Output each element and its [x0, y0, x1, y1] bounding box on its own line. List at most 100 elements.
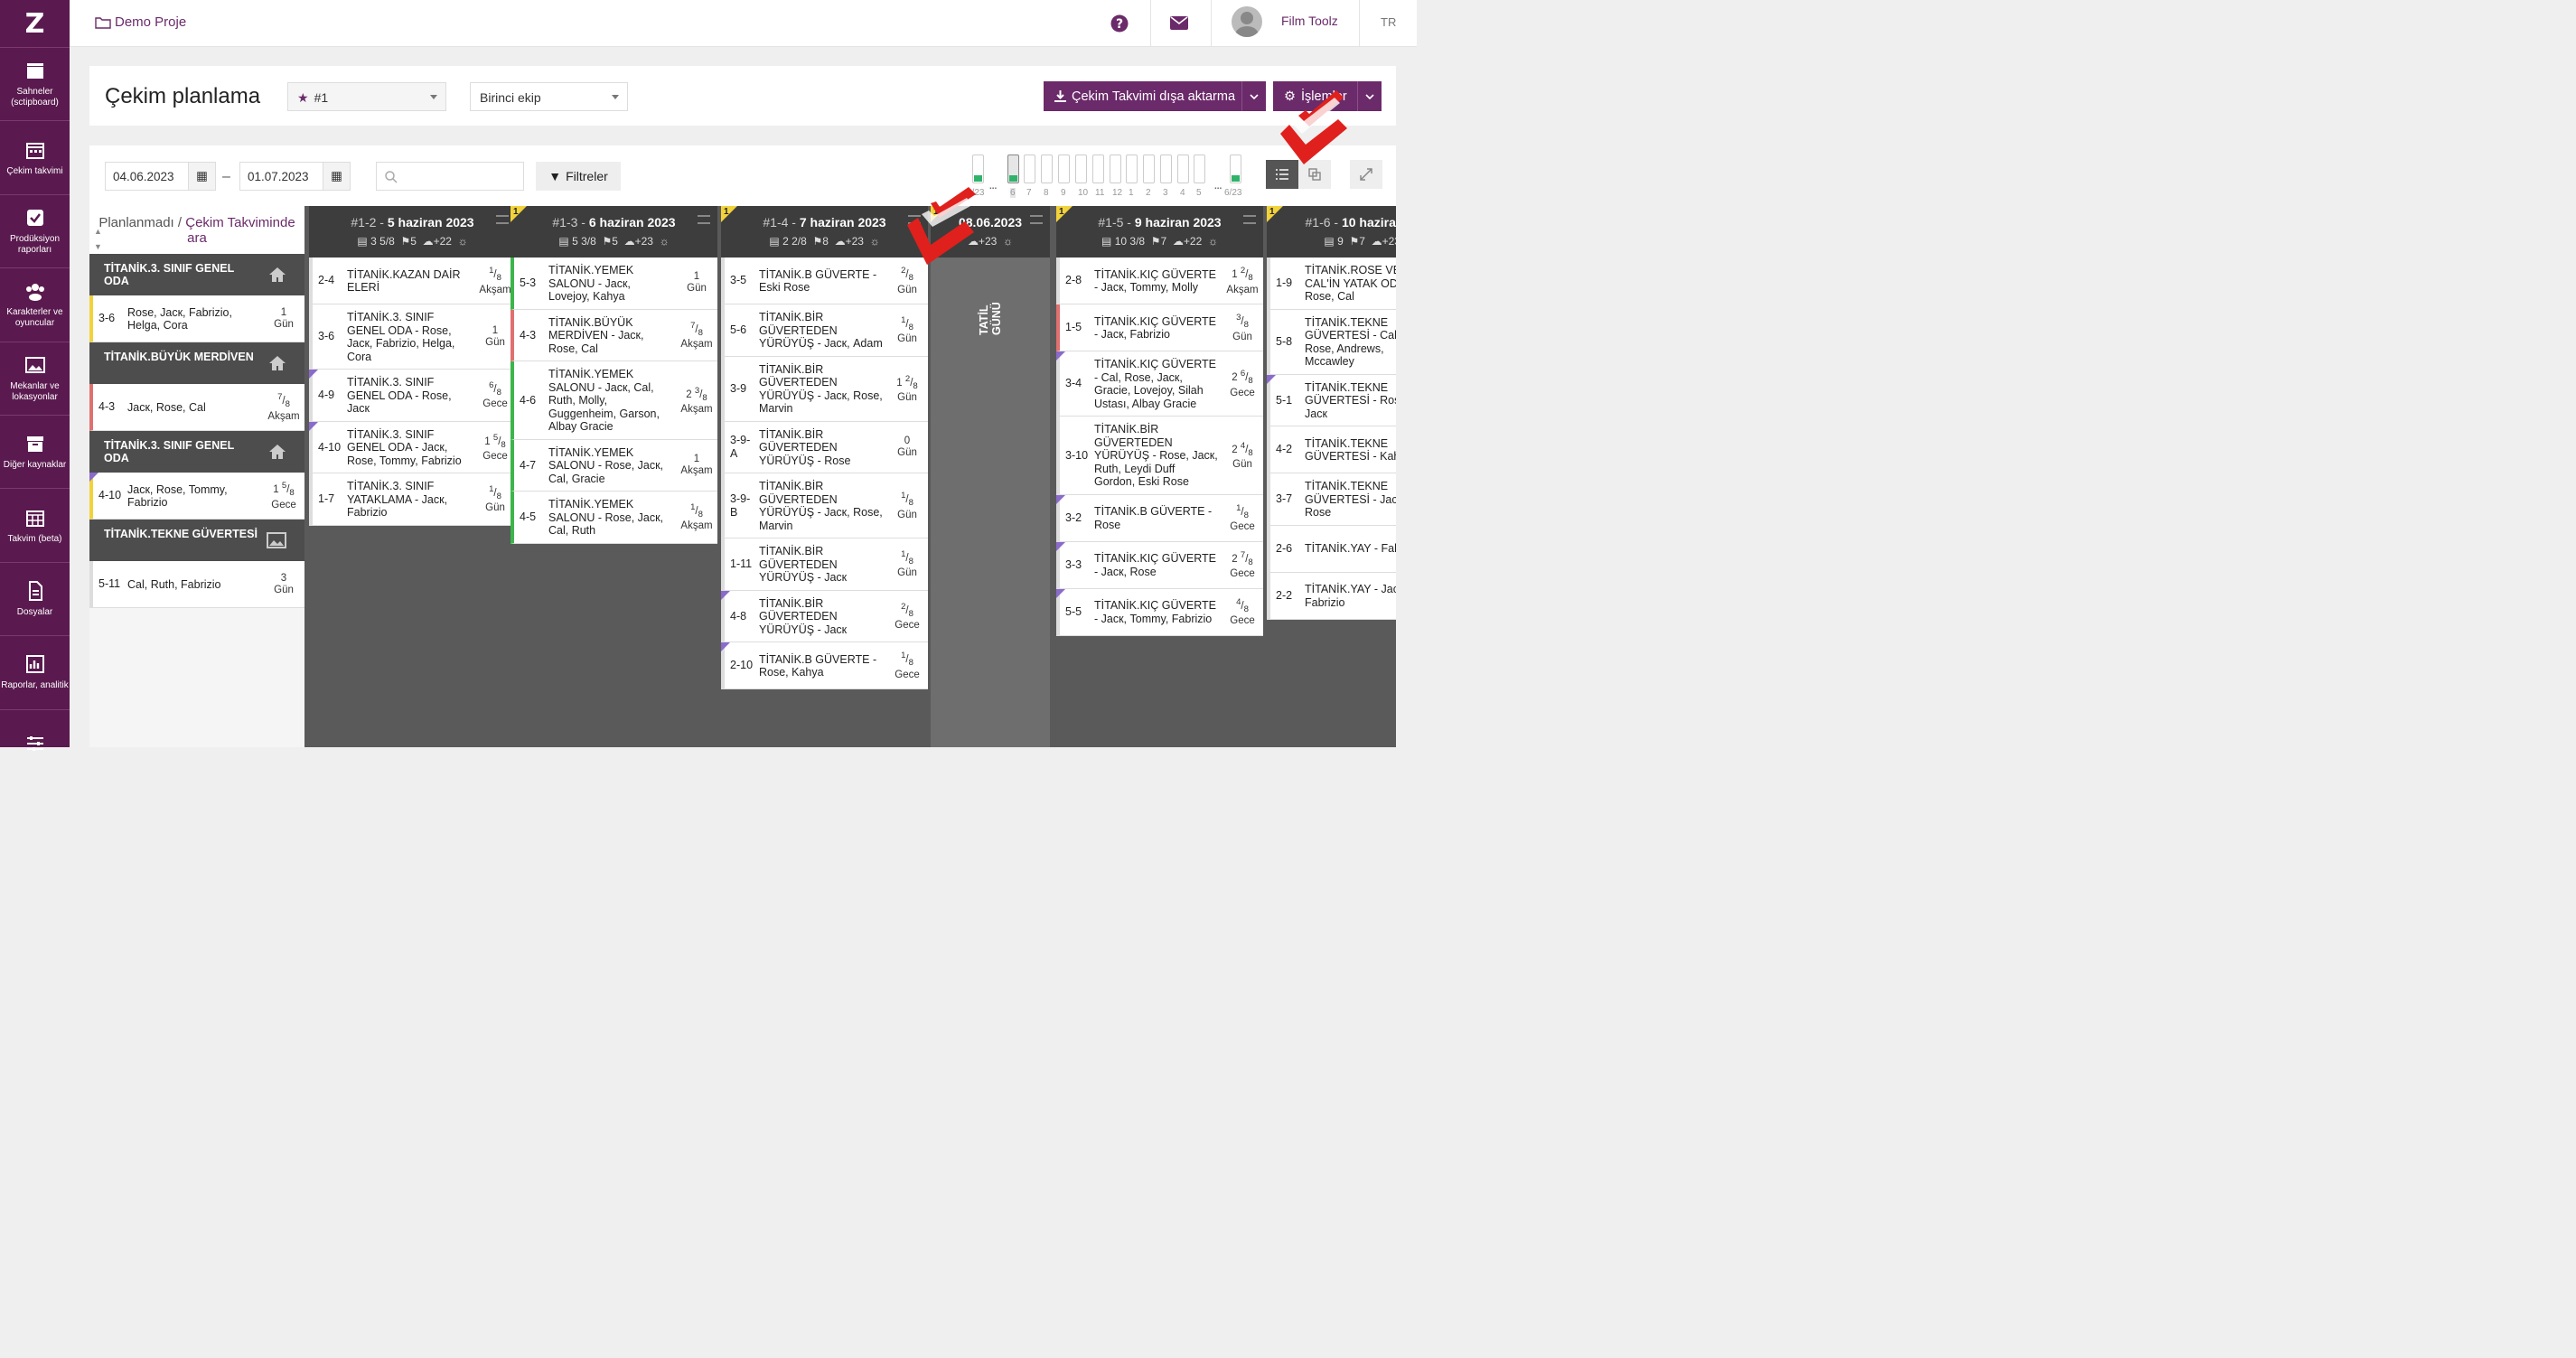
calendar-icon[interactable]: ▦	[323, 163, 350, 190]
scene-card[interactable]: 4-6 TİTANİK.YEMEK SALONU - Jacк, Cal, Rut…	[511, 361, 717, 440]
actions-dropdown[interactable]	[1357, 81, 1382, 111]
sidebar-item[interactable]: Sahneler (sctipboard)	[0, 47, 70, 120]
mini-day-bar[interactable]	[1143, 155, 1155, 183]
scene-card[interactable]: 1-7 TİTANİK.3. SINIF YATAKLAMA - Jacк, Fa…	[309, 473, 516, 526]
sidebar-item[interactable]: Mekanlar ve lokasyonlar	[0, 341, 70, 415]
fullscreen-button[interactable]	[1350, 160, 1382, 189]
scene-card[interactable]: 5-11 Cal, Ruth, Fabrizio 3 Gün	[89, 561, 304, 608]
scene-card[interactable]: 3-3 TİTANİK.KIÇ GÜVERTE - Jacк, Rose 2 7/8…	[1056, 541, 1263, 589]
scene-card[interactable]: 4-10 TİTANİK.3. SINIF GENEL ODA - Jacк, R…	[309, 421, 516, 473]
scene-card[interactable]: 4-8 TİTANİK.BİR GÜVERTEDEN YÜRÜYÜŞ - Jacк…	[721, 590, 928, 642]
scene-card[interactable]: 4-3 Jacк, Rose, Cal 7/8 Akşam	[89, 384, 304, 431]
scene-card[interactable]: 4-2 TİTANİK.TEKNE GÜVERTESİ - Kahya	[1267, 426, 1396, 473]
scene-card[interactable]: 2-6 TİTANİK.YAY - Fabrizio	[1267, 525, 1396, 573]
mail-icon[interactable]	[1170, 16, 1188, 30]
scene-card[interactable]: 3-9-A TİTANİK.BİR GÜVERTEDEN YÜRÜYÜŞ - Ro…	[721, 421, 928, 473]
filters-button[interactable]: ▼ Filtreler	[536, 162, 621, 191]
day-header[interactable]: 1#1-6 - 10 haziran 2023▤ 9 ⚑7 ☁+23 ☼	[1267, 206, 1396, 258]
scene-card[interactable]: 3-6 TİTANİK.3. SINIF GENEL ODA - Rose, Ja…	[309, 304, 516, 370]
scene-card[interactable]: 2-4 TİTANİK.KAZAN DAİR ELERİ 1/8 Akşam	[309, 258, 516, 304]
location-group-header[interactable]: TİTANİK.3. SINIF GENEL ODA	[89, 431, 304, 473]
crew-select[interactable]: Birinci ekip	[470, 82, 628, 111]
day-settings-icon[interactable]	[496, 215, 509, 224]
scene-card[interactable]: 3-5 TİTANİK.B GÜVERTE - Eski Rose 2/8 Gün	[721, 258, 928, 304]
sidebar-item[interactable]: Raporlar, analitik	[0, 635, 70, 708]
day-header[interactable]: 1 #1-3 - 6 haziran 2023 ▤ 5 3/8 ⚑5 ☁+23 ☼	[511, 206, 717, 258]
mini-day-bar[interactable]	[1058, 155, 1070, 183]
sidebar-item[interactable]: Dosyalar	[0, 561, 70, 635]
scene-card[interactable]: 5-3 TİTANİK.YEMEK SALONU - Jacк, Lovejoy,…	[511, 258, 717, 310]
avatar[interactable]	[1232, 6, 1262, 37]
mini-day-bar[interactable]	[1024, 155, 1035, 183]
search-input[interactable]	[376, 162, 524, 191]
scene-card[interactable]: 4-9 TİTANİK.3. SINIF GENEL ODA - Rose, Ja…	[309, 370, 516, 422]
day-settings-icon[interactable]	[698, 215, 710, 224]
scene-card[interactable]: 3-10 TİTANİK.BİR GÜVERTEDEN YÜRÜYÜŞ - Ros…	[1056, 417, 1263, 495]
scene-description: Jacк, Rose, Cal	[127, 400, 206, 414]
scene-card[interactable]: 3-6 Rose, Jacк, Fabrizio, Helga, Cora 1 Gün	[89, 295, 304, 342]
scene-card[interactable]: 3-9 TİTANİK.BİR GÜVERTEDEN YÜRÜYÜŞ - Jacк…	[721, 356, 928, 422]
day-header[interactable]: 1 #1-4 - 7 haziran 2023 ▤ 2 2/8 ⚑8 ☁+23 ☼	[721, 206, 928, 258]
mini-day-bar[interactable]	[1230, 155, 1241, 183]
scene-card[interactable]: 5-6 TİTANİK.BİR GÜVERTEDEN YÜRÜYÜŞ - Jacк…	[721, 304, 928, 357]
scene-card[interactable]: 1-9 TİTANİK.ROSE VE CAL'İN YATAK ODASI - …	[1267, 258, 1396, 310]
scene-card[interactable]: 1-11 TİTANİK.BİR GÜVERTEDEN YÜRÜYÜŞ - Jac…	[721, 539, 928, 591]
project-link[interactable]: Demo Proje	[95, 14, 186, 30]
version-select[interactable]: ★ #1	[287, 82, 446, 111]
scene-card[interactable]: 2-2 TİTANİK.YAY - Jacк, Fabrizio	[1267, 572, 1396, 620]
day-header[interactable]: #1-2 - 5 haziran 2023 ▤ 3 5/8 ⚑5 ☁+22 ☼	[309, 206, 516, 258]
mini-day-bar[interactable]	[1092, 155, 1104, 183]
sidebar-item[interactable]	[0, 708, 70, 782]
sidebar-item[interactable]: Diğer kaynaklar	[0, 414, 70, 488]
language-switch[interactable]: TR	[1381, 15, 1397, 29]
day-settings-icon[interactable]	[1243, 215, 1256, 224]
scene-card[interactable]: 4-10 Jacк, Rose, Tommy, Fabrizio 1 5/8 Gece	[89, 473, 304, 520]
location-group-header[interactable]: TİTANİK.BÜYÜK MERDİVEN	[89, 342, 304, 384]
scene-card[interactable]: 3-7 TİTANİK.TEKNE GÜVERTESİ - Jacк, Rose	[1267, 473, 1396, 526]
night-flag-icon	[1267, 374, 1276, 384]
date-to-field[interactable]: 01.07.2023 ▦	[239, 162, 351, 191]
location-group-header[interactable]: TİTANİK.TEKNE GÜVERTESİ	[89, 520, 304, 561]
help-icon[interactable]: ?	[1110, 14, 1129, 33]
scene-card[interactable]: 3-9-B TİTANİK.BİR GÜVERTEDEN YÜRÜYÜŞ - Ja…	[721, 473, 928, 539]
scene-length-num: 1	[901, 549, 906, 560]
mini-day-bar[interactable]	[1041, 155, 1053, 183]
export-button[interactable]: Çekim Takvimi dışa aktarma	[1044, 81, 1266, 111]
day-settings-icon[interactable]	[1030, 215, 1043, 224]
location-group-header[interactable]: TİTANİK.3. SINIF GENEL ODA	[89, 254, 304, 295]
scene-card[interactable]: 1-5 TİTANİK.KIÇ GÜVERTE - Jacк, Fabrizio …	[1056, 304, 1263, 351]
grid-view-button[interactable]	[1298, 160, 1331, 189]
scene-card[interactable]: 3-4 TİTANİK.KIÇ GÜVERTE - Cal, Rose, Jacк…	[1056, 351, 1263, 417]
scene-card[interactable]: 3-2 TİTANİK.B GÜVERTE - Rose 1/8 Gece	[1056, 494, 1263, 542]
scene-card[interactable]: 4-3 TİTANİK.BÜYÜK MERDİVEN - Jacк, Rose, …	[511, 309, 717, 361]
scene-card[interactable]: 2-10 TİTANİK.B GÜVERTE - Rose, Kahya 1/8 G…	[721, 642, 928, 689]
scene-card[interactable]: 4-5 TİTANİK.YEMEK SALONU - Rose, Jacк, Ca…	[511, 492, 717, 544]
scene-card[interactable]: 5-8 TİTANİK.TEKNE GÜVERTESİ - Cal, Rose, …	[1267, 309, 1396, 375]
day-header[interactable]: 1 #1-5 - 9 haziran 2023 ▤ 10 3/8 ⚑7 ☁+22 ☼	[1056, 206, 1263, 258]
sidebar-item[interactable]: Takvim (beta)	[0, 488, 70, 561]
find-in-schedule-link[interactable]: Çekim Takviminde ara	[185, 215, 295, 246]
mini-day-bar[interactable]	[972, 155, 984, 183]
scene-card[interactable]: 2-8 TİTANİK.KIÇ GÜVERTE - Jacк, Tommy, Mo…	[1056, 258, 1263, 304]
mini-day-bar[interactable]	[1177, 155, 1189, 183]
calendar-icon[interactable]: ▦	[188, 163, 215, 190]
sidebar-item[interactable]: Karakterler ve oyuncular	[0, 267, 70, 341]
scene-card[interactable]: 4-7 TİTANİK.YEMEK SALONU - Rose, Jacк, Ca…	[511, 439, 717, 492]
date-from-field[interactable]: 04.06.2023 ▦	[105, 162, 216, 191]
app-logo[interactable]: Z	[24, 7, 45, 40]
mini-day-bar[interactable]	[1110, 155, 1121, 183]
sort-icon[interactable]: ▲ ▼	[94, 227, 102, 251]
scene-card[interactable]: 5-5 TİTANİK.KIÇ GÜVERTE - Jacк, Tommy, Fa…	[1056, 588, 1263, 636]
scene-card[interactable]: 5-1 TİTANİK.TEKNE GÜVERTESİ - Rose, Jacк	[1267, 374, 1396, 426]
mini-day-label: 6	[1010, 188, 1016, 198]
mini-day-bar[interactable]	[1160, 155, 1172, 183]
list-view-button[interactable]	[1266, 160, 1298, 189]
user-name[interactable]: Film Toolz	[1281, 14, 1338, 28]
sidebar-item[interactable]: Prodüksiyon raporları	[0, 193, 70, 267]
mini-day-bar[interactable]	[1075, 155, 1087, 183]
mini-day-bar[interactable]	[1007, 155, 1019, 183]
mini-day-bar[interactable]	[1126, 155, 1138, 183]
sidebar-item[interactable]: Çekim takvimi	[0, 120, 70, 193]
mini-day-bar[interactable]	[1194, 155, 1205, 183]
export-dropdown[interactable]	[1241, 81, 1266, 111]
